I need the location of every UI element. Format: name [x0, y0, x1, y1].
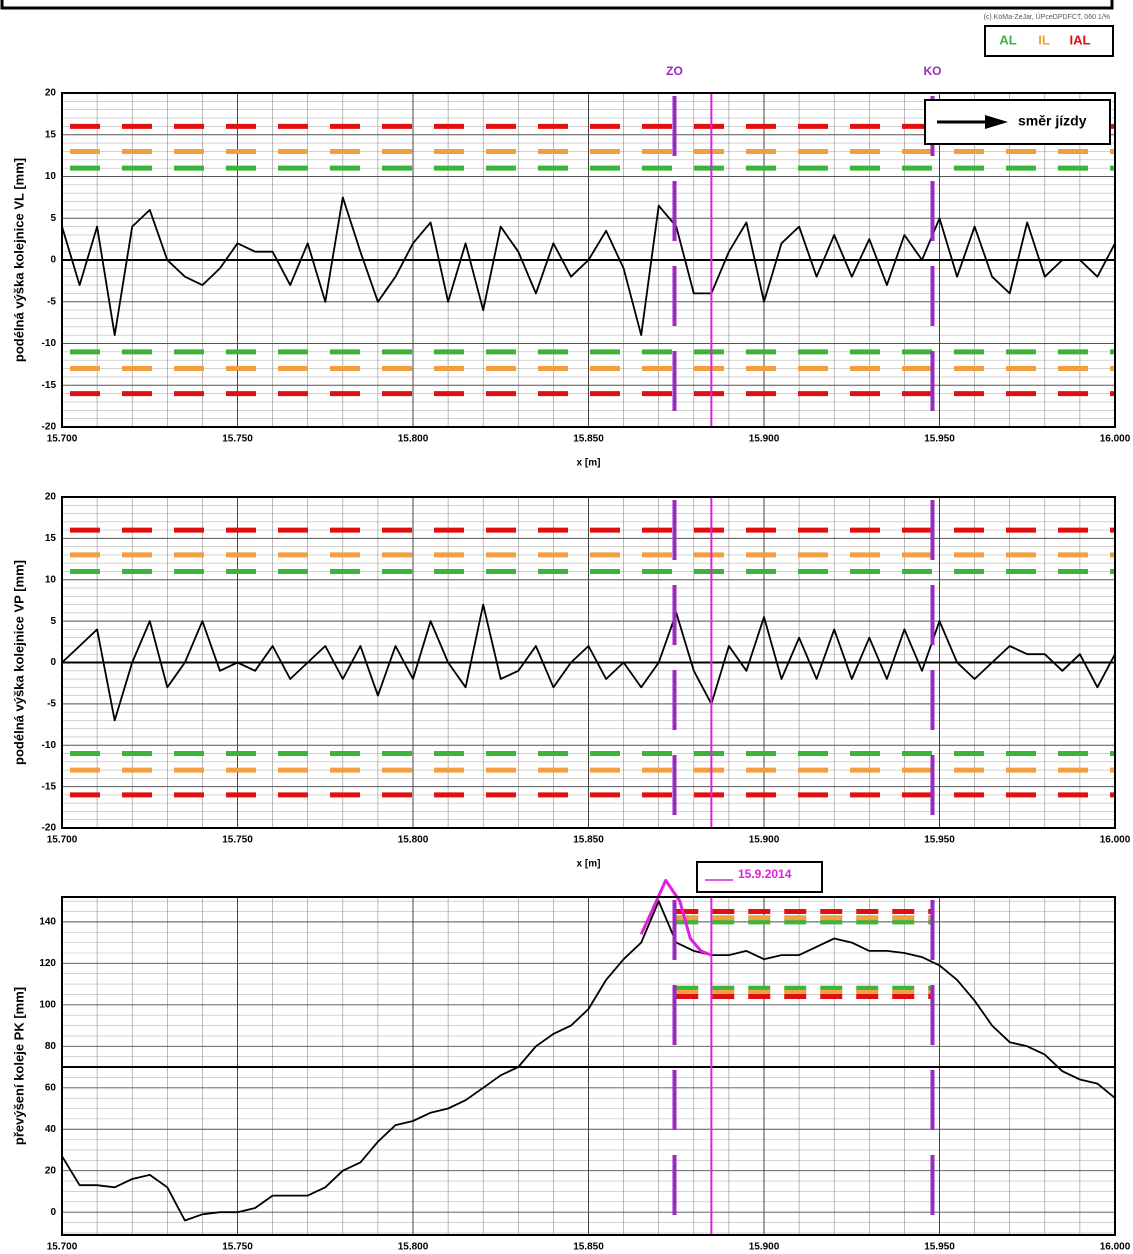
x-axis-label: x [m]: [577, 458, 601, 469]
charts: -20 -15 -10 -5 0 5 10 15 20 15.700 15.750 15.800 15.…: [11, 64, 1130, 1252]
y-axis-label: podélná výška kolejnice VP [mm]: [11, 560, 26, 765]
y-tick-label: -5: [47, 699, 56, 710]
x-tick-label: 15.800: [398, 1242, 429, 1253]
x-tick-label: 15.700: [47, 835, 78, 846]
y-tick-label: 20: [45, 1165, 57, 1176]
y-tick-label: 20: [45, 492, 57, 503]
y-tick-label: -15: [42, 781, 57, 792]
legend-label: AL: [999, 32, 1016, 47]
y-tick-label: 80: [45, 1041, 57, 1052]
plot-frame: [61, 496, 1116, 829]
x-tick-label: 16.000: [1100, 434, 1131, 445]
x-tick-label: 15.950: [924, 835, 955, 846]
y-tick-label: 15: [45, 533, 57, 544]
x-tick-label: 15.800: [398, 835, 429, 846]
copyright: (c) KoMa-ZeJar, ÚPceDPDFCT, 060 1/%: [984, 12, 1110, 21]
marker-label: KO: [923, 64, 941, 78]
direction-label: směr jízdy: [1018, 113, 1087, 129]
x-tick-label: 15.900: [749, 835, 780, 846]
data-line: [639, 878, 712, 957]
y-tick-label: -20: [42, 823, 57, 834]
y-tick-label: 100: [39, 999, 56, 1010]
y-tick-label: 5: [50, 616, 56, 627]
y-tick-label: -20: [42, 422, 57, 433]
x-tick-label: 15.950: [924, 1242, 955, 1253]
x-tick-label: 15.800: [398, 434, 429, 445]
x-tick-label: 15.900: [749, 434, 780, 445]
x-tick-label: 15.850: [573, 835, 604, 846]
x-tick-label: 15.750: [222, 434, 253, 445]
y-tick-label: -10: [42, 338, 57, 349]
x-tick-label: 15.850: [573, 434, 604, 445]
y-tick-label: 40: [45, 1124, 57, 1135]
y-tick-label: 15: [45, 129, 57, 140]
x-tick-label: 15.750: [222, 835, 253, 846]
y-tick-label: 120: [39, 958, 56, 969]
y-tick-label: 10: [45, 171, 57, 182]
x-tick-label: 15.900: [749, 1242, 780, 1253]
series-legend-box: [696, 861, 823, 893]
header-box: [0, 0, 1114, 10]
legend-box: [984, 25, 1114, 57]
overlay: směr jízdy 15.9.2014: [696, 99, 1111, 893]
legend-label: 15.9.2014: [738, 867, 792, 881]
x-axis-label: x [m]: [577, 859, 601, 870]
y-axis-label: převýšení koleje PK [mm]: [11, 987, 26, 1145]
x-tick-label: 16.000: [1100, 1242, 1131, 1253]
y-tick-label: 20: [45, 88, 57, 99]
data-line: [61, 603, 1116, 722]
y-tick-label: 10: [45, 574, 57, 585]
legend: AL IL IAL: [999, 32, 1090, 47]
y-tick-label: -15: [42, 380, 57, 391]
y-tick-label: 140: [39, 917, 56, 928]
x-tick-label: 15.950: [924, 434, 955, 445]
plot-frame: [61, 896, 1116, 1236]
legend-label: IL: [1038, 32, 1050, 47]
x-tick-label: 15.750: [222, 1242, 253, 1253]
marker-label: ZO: [666, 64, 683, 78]
x-tick-label: 15.850: [573, 1242, 604, 1253]
y-tick-label: 5: [50, 213, 56, 224]
x-tick-label: 15.700: [47, 434, 78, 445]
data-line: [61, 196, 1116, 336]
y-axis-label: podélná výška kolejnice VL [mm]: [11, 158, 26, 362]
direction-arrowhead: [985, 115, 1008, 129]
data-line: [61, 900, 1116, 1222]
y-tick-label: 0: [50, 255, 56, 266]
y-tick-label: 0: [50, 1207, 56, 1218]
y-tick-label: 0: [50, 657, 56, 668]
y-tick-label: -10: [42, 740, 57, 751]
plot-frame: [61, 92, 1116, 428]
x-tick-label: 15.700: [47, 1242, 78, 1253]
legend-label: IAL: [1070, 32, 1091, 47]
y-tick-label: -5: [47, 296, 56, 307]
x-tick-label: 16.000: [1100, 835, 1131, 846]
y-tick-label: 60: [45, 1082, 57, 1093]
